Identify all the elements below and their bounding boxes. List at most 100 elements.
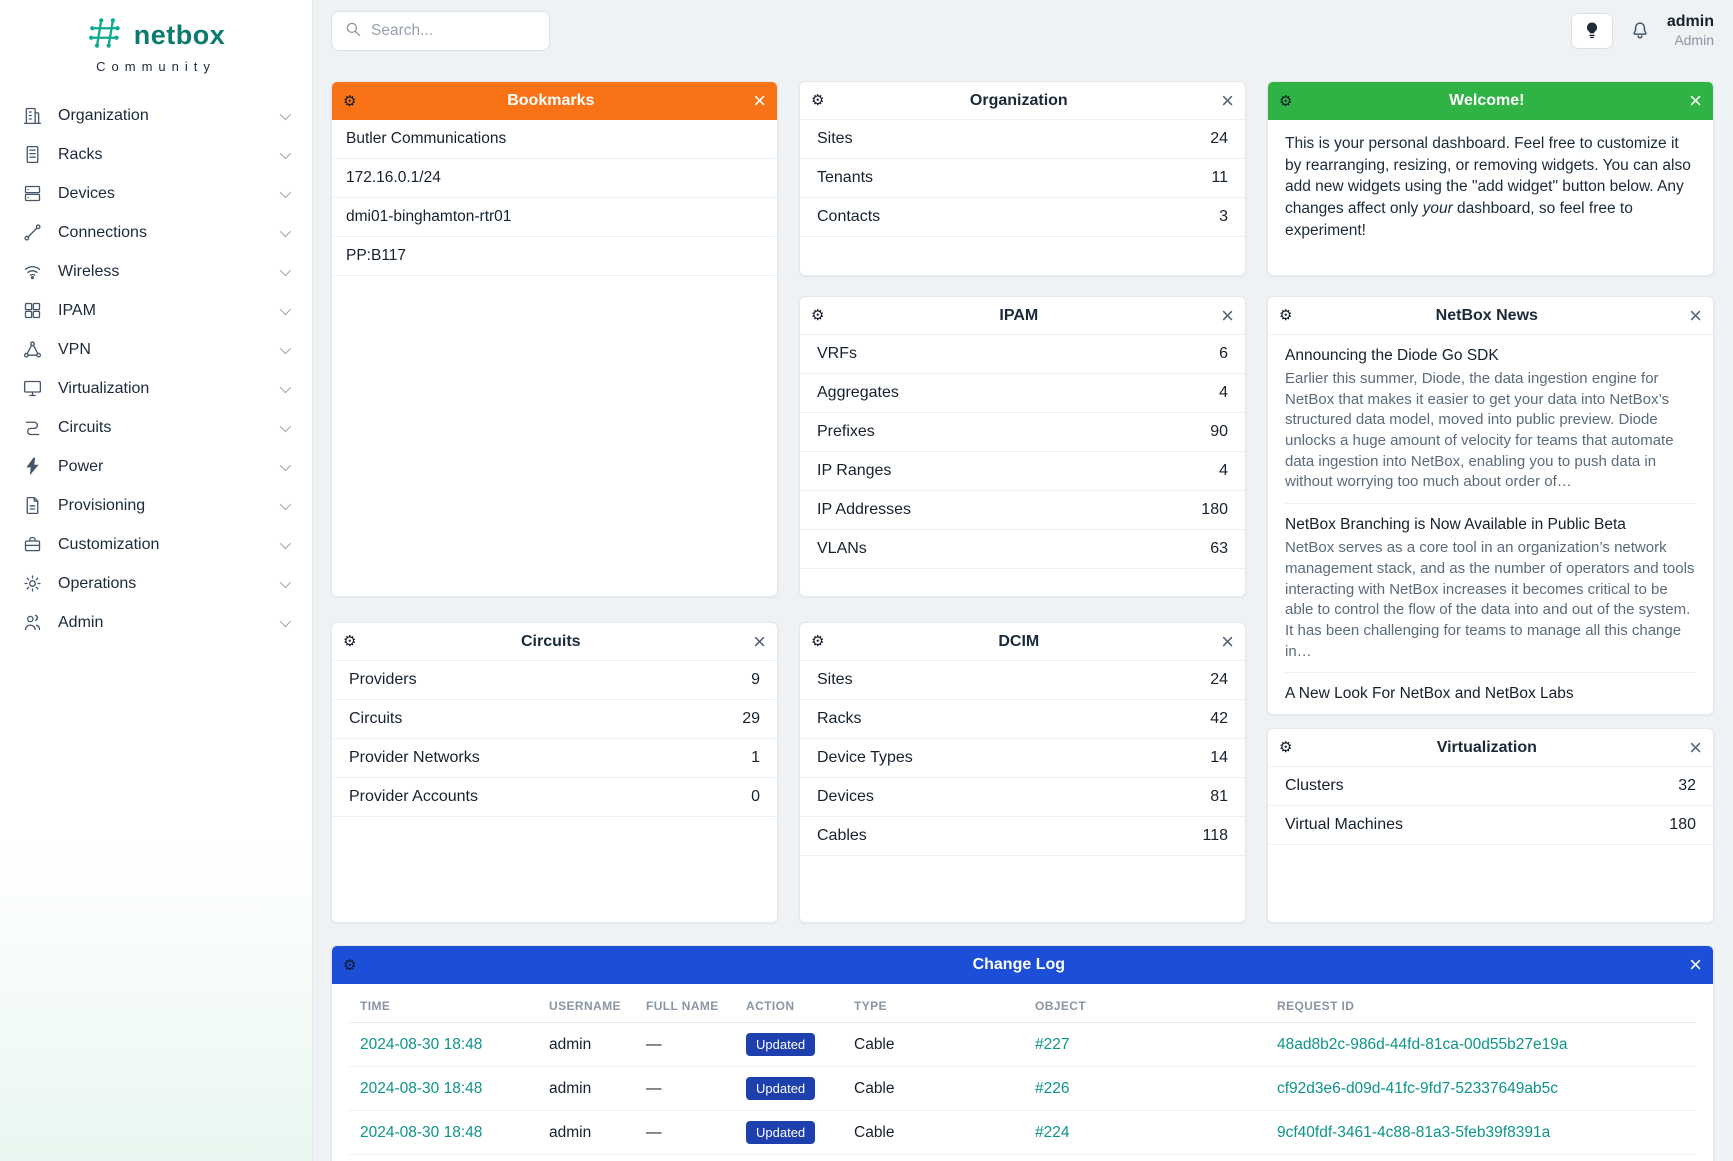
changelog-row: 2024-08-30 18:47 admin — Updated Cable #… bbox=[349, 1154, 1696, 1161]
brand[interactable]: netbox bbox=[0, 0, 312, 55]
sidebar-item-power[interactable]: Power bbox=[0, 447, 312, 486]
bookmark-link[interactable]: 172.16.0.1/24 bbox=[332, 159, 777, 198]
widget-config-gear-icon[interactable]: ⚙ bbox=[343, 91, 357, 110]
stat-label-link[interactable]: Racks bbox=[817, 710, 862, 727]
stat-value: 118 bbox=[1202, 827, 1228, 844]
welcome-text-italic: your bbox=[1422, 200, 1453, 218]
changelog-object-link[interactable]: #227 bbox=[1035, 1035, 1070, 1053]
widget-config-gear-icon[interactable]: ⚙ bbox=[811, 91, 825, 109]
stat-row: Clusters 32 bbox=[1268, 767, 1713, 806]
widget-close-icon[interactable]: × bbox=[753, 88, 766, 113]
stat-label-link[interactable]: Tenants bbox=[817, 169, 874, 186]
stat-row: Sites 24 bbox=[800, 661, 1245, 700]
news-article: A New Look For NetBox and NetBox Labs bbox=[1285, 672, 1696, 714]
widget-title: NetBox News bbox=[1435, 306, 1538, 324]
sidebar-item-vpn[interactable]: VPN bbox=[0, 330, 312, 369]
sidebar-nav: Organization Racks Devices Connections W… bbox=[0, 96, 312, 642]
stat-label-link[interactable]: VRFs bbox=[817, 345, 857, 362]
changelog-row: 2024-08-30 18:48 admin — Updated Cable #… bbox=[349, 1022, 1696, 1067]
circuits-widget: ⚙ Circuits × Providers 9 Circuits 29 Provi… bbox=[331, 622, 778, 923]
widget-config-gear-icon[interactable]: ⚙ bbox=[1279, 306, 1293, 324]
bookmark-link[interactable]: dmi01-binghamton-rtr01 bbox=[332, 198, 777, 237]
stat-label-link[interactable]: Cables bbox=[817, 827, 867, 844]
widget-close-icon[interactable]: × bbox=[1221, 302, 1234, 328]
widget-close-icon[interactable]: × bbox=[753, 628, 766, 654]
news-article-title-link[interactable]: A New Look For NetBox and NetBox Labs bbox=[1285, 685, 1574, 703]
chevron-down-icon bbox=[279, 147, 292, 159]
changelog-fullname: — bbox=[635, 1066, 735, 1111]
changelog-object-link[interactable]: #224 bbox=[1035, 1123, 1070, 1141]
stat-label-link[interactable]: Provider Accounts bbox=[349, 788, 478, 805]
sidebar-item-organization[interactable]: Organization bbox=[0, 96, 312, 135]
virtualization-widget-header: ⚙ Virtualization × bbox=[1268, 729, 1713, 767]
stat-label-link[interactable]: VLANs bbox=[817, 540, 867, 557]
stat-row: Tenants 11 bbox=[800, 159, 1245, 198]
sidebar-item-ipam[interactable]: IPAM bbox=[0, 291, 312, 330]
sidebar-item-admin[interactable]: Admin bbox=[0, 603, 312, 642]
stat-label-link[interactable]: Contacts bbox=[817, 208, 881, 225]
user-menu[interactable]: admin Admin bbox=[1667, 12, 1714, 50]
widget-close-icon[interactable]: × bbox=[1689, 302, 1702, 328]
stat-label-link[interactable]: Provider Networks bbox=[349, 749, 480, 766]
widget-close-icon[interactable]: × bbox=[1689, 734, 1702, 760]
welcome-text: This is your personal dashboard. Feel fr… bbox=[1268, 120, 1713, 254]
changelog-request-id-link[interactable]: cf92d3e6-d09d-41fc-9fd7-52337649ab5c bbox=[1277, 1079, 1558, 1097]
sidebar-item-racks[interactable]: Racks bbox=[0, 135, 312, 174]
widget-config-gear-icon[interactable]: ⚙ bbox=[811, 632, 825, 650]
theme-toggle-button[interactable] bbox=[1570, 13, 1613, 49]
widget-close-icon[interactable]: × bbox=[1221, 87, 1234, 113]
stat-label-link[interactable]: Prefixes bbox=[817, 423, 875, 440]
stat-row: Provider Accounts 0 bbox=[332, 778, 777, 817]
stat-label-link[interactable]: Circuits bbox=[349, 710, 403, 727]
changelog-time-link[interactable]: 2024-08-30 18:48 bbox=[360, 1079, 483, 1097]
search-input[interactable] bbox=[371, 22, 571, 40]
stat-label-link[interactable]: Device Types bbox=[817, 749, 913, 766]
widget-title: Virtualization bbox=[1436, 738, 1537, 756]
widget-config-gear-icon[interactable]: ⚙ bbox=[1279, 91, 1293, 110]
sidebar-item-circuits[interactable]: Circuits bbox=[0, 408, 312, 447]
widget-close-icon[interactable]: × bbox=[1689, 952, 1702, 977]
widget-config-gear-icon[interactable]: ⚙ bbox=[343, 955, 357, 974]
stat-label-link[interactable]: IP Addresses bbox=[817, 501, 911, 518]
stat-label-link[interactable]: Virtual Machines bbox=[1285, 816, 1403, 833]
changelog-type: Cable bbox=[843, 1110, 1024, 1155]
sidebar-item-connections[interactable]: Connections bbox=[0, 213, 312, 252]
sidebar-item-wireless[interactable]: Wireless bbox=[0, 252, 312, 291]
changelog-object-link[interactable]: #226 bbox=[1035, 1079, 1070, 1097]
stat-value: 180 bbox=[1669, 816, 1696, 833]
chevron-down-icon bbox=[279, 108, 292, 120]
sidebar-item-customization[interactable]: Customization bbox=[0, 525, 312, 564]
widget-close-icon[interactable]: × bbox=[1689, 88, 1702, 113]
sidebar-item-devices[interactable]: Devices bbox=[0, 174, 312, 213]
changelog-request-id-link[interactable]: 9cf40fdf-3461-4c88-81a3-5feb39f8391a bbox=[1277, 1123, 1551, 1141]
widget-close-icon[interactable]: × bbox=[1221, 628, 1234, 654]
stat-row: IP Ranges 4 bbox=[800, 452, 1245, 491]
stat-label-link[interactable]: Providers bbox=[349, 671, 417, 688]
changelog-request-id-link[interactable]: 48ad8b2c-986d-44fd-81ca-00d55b27e19a bbox=[1277, 1035, 1568, 1053]
stat-label-link[interactable]: Clusters bbox=[1285, 777, 1344, 794]
news-article-title-link[interactable]: Announcing the Diode Go SDK bbox=[1285, 347, 1499, 364]
chevron-down-icon bbox=[279, 459, 292, 471]
brand-name: netbox bbox=[133, 20, 226, 50]
sidebar-item-provisioning[interactable]: Provisioning bbox=[0, 486, 312, 525]
stat-label-link[interactable]: IP Ranges bbox=[817, 462, 892, 479]
stat-value: 42 bbox=[1210, 710, 1228, 727]
stat-row: Circuits 29 bbox=[332, 700, 777, 739]
changelog-time-link[interactable]: 2024-08-30 18:48 bbox=[360, 1123, 483, 1141]
stat-label-link[interactable]: Devices bbox=[817, 788, 874, 805]
changelog-time-link[interactable]: 2024-08-30 18:48 bbox=[360, 1035, 483, 1053]
sidebar-item-virtualization[interactable]: Virtualization bbox=[0, 369, 312, 408]
news-article-title-link[interactable]: NetBox Branching is Now Available in Pub… bbox=[1285, 516, 1626, 534]
widget-config-gear-icon[interactable]: ⚙ bbox=[811, 306, 825, 324]
notifications-button[interactable] bbox=[1629, 19, 1651, 44]
bookmark-link[interactable]: PP:B117 bbox=[332, 237, 777, 276]
widget-config-gear-icon[interactable]: ⚙ bbox=[343, 632, 357, 650]
stat-row: Cables 118 bbox=[800, 817, 1245, 856]
sidebar-item-operations[interactable]: Operations bbox=[0, 564, 312, 603]
stat-label-link[interactable]: Aggregates bbox=[817, 384, 899, 401]
widget-config-gear-icon[interactable]: ⚙ bbox=[1279, 738, 1293, 756]
vpn-icon bbox=[22, 339, 43, 360]
stat-label-link[interactable]: Sites bbox=[817, 671, 853, 688]
stat-label-link[interactable]: Sites bbox=[817, 130, 853, 147]
bookmark-link[interactable]: Butler Communications bbox=[332, 120, 777, 159]
